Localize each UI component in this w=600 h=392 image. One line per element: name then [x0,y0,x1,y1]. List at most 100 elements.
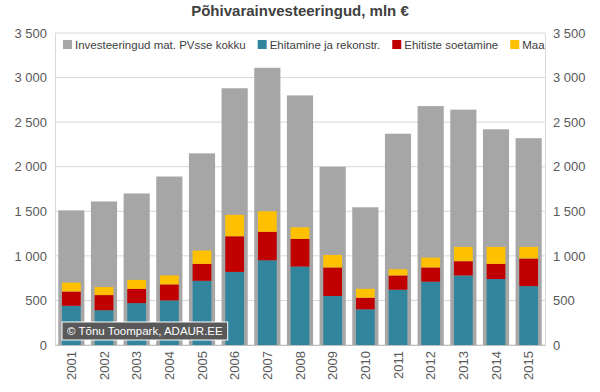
tick: 3 000 [14,70,55,85]
tick-label: 2 000 [14,159,47,174]
bar [160,284,179,300]
bar [254,68,280,345]
tick: 2 500 [14,115,55,130]
tick: 2012 [423,345,438,380]
legend-swatch [510,40,519,49]
tick-label: 2 000 [553,159,586,174]
series [62,211,538,297]
tick: 2013 [456,345,471,380]
legend-label: Investeeringud mat. PVsse kokku [75,39,246,51]
bar [160,275,179,284]
tick-label: 0 [553,338,560,353]
bar [193,264,212,281]
tick: 2005 [195,345,210,380]
legend-swatch [258,40,267,49]
bar [189,153,215,345]
bar [258,232,277,261]
series [62,232,538,310]
bar [225,236,244,272]
bar [291,239,310,267]
bar [323,255,342,267]
bar [225,215,244,236]
tick: 0 [40,338,55,353]
tick-label: 2005 [195,351,210,380]
tick-label: 2004 [162,351,177,380]
annotation-text: © Tõnu Toompark, ADAUR.EE [67,325,223,337]
bar [389,269,408,275]
legend-label: Ehitiste soetamine [404,39,498,51]
bar [258,211,277,232]
tick-label: 2006 [227,351,242,380]
bar [156,177,182,345]
tick-label: 2010 [358,351,373,380]
tick-label: 2014 [489,351,504,380]
bar [519,259,538,287]
axis-line [545,34,546,346]
tick: 500 [25,293,55,308]
grid [55,33,545,345]
tick: 2001 [64,345,79,380]
bar [95,295,114,310]
bar [421,282,440,345]
tick: 500 [545,293,575,308]
marks [58,68,541,345]
tick-label: 1 000 [553,249,586,264]
tick-label: 500 [553,293,575,308]
tick-label: 3 000 [14,70,47,85]
tick: 2008 [293,345,308,380]
bar [287,95,313,345]
tick-label: 0 [40,338,47,353]
tick-label: 2009 [325,351,340,380]
bar [483,129,509,345]
bar [127,289,146,303]
series [58,68,541,345]
tick-label: 3 000 [553,70,586,85]
legend-item: Ehitiste soetamine [392,39,498,51]
tick: 0 [545,338,560,353]
tick-label: 2001 [64,351,79,380]
tick-label: 1 500 [553,204,586,219]
legend-item: Maa [510,39,545,51]
bar [62,283,81,292]
legend-swatch [392,40,401,49]
bar [450,110,476,345]
tick: 2 000 [14,159,55,174]
grid-line [55,33,545,34]
bar [519,247,538,259]
tick: 2014 [489,345,504,380]
tick: 1 500 [14,204,55,219]
bar [487,247,506,264]
bar [193,251,212,264]
tick-label: 2011 [391,351,406,379]
bar [454,261,473,275]
tick: 2007 [260,345,275,380]
tick: 3 000 [545,70,586,85]
tick: 2015 [521,345,536,380]
tick-label: 2015 [521,351,536,380]
tick: 2 500 [545,115,586,130]
plot: 0 500 1 000 1 500 2 000 2 500 3 000 3 500 0 500 1 … [14,26,585,380]
tick: 2003 [129,345,144,380]
bar [323,296,342,345]
tick: 2004 [162,345,177,380]
x-axis: 2001200220032004200520062007200820092010… [56,345,546,380]
tick-label: 3 500 [14,26,47,41]
bar [352,207,378,345]
tick-label: 500 [25,293,47,308]
tick-label: 2007 [260,351,275,380]
chart: Põhivarainvesteeringud, mln €05001 0001 … [0,0,600,392]
legend-label: Maa [522,39,545,51]
bar [127,280,146,289]
legend-swatch [63,40,72,49]
bar [356,298,375,310]
bar [291,227,310,239]
tick: 3 500 [545,26,586,41]
bar [389,275,408,289]
y-axis: 05001 0001 5002 0002 5003 0003 500 [14,26,55,353]
bar [356,309,375,345]
legend-item: Investeeringud mat. PVsse kokku [63,39,246,51]
bar [516,138,542,345]
bar [62,292,81,306]
bar [385,134,411,345]
tick-label: 2013 [456,351,471,380]
